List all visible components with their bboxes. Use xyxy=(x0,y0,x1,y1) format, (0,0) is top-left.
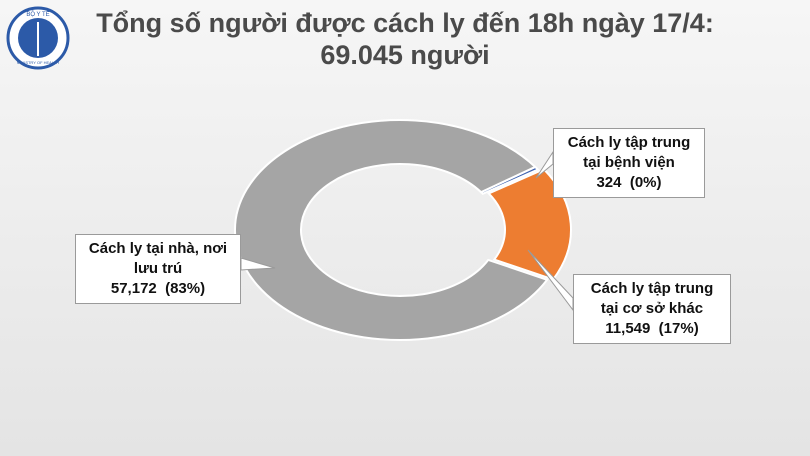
slice-label: Cách ly tập trung tại cơ sở khác xyxy=(590,280,718,317)
value-label: 324 (0%) xyxy=(596,174,662,191)
callout: Cách ly tập trung tại bệnh viện 324 (0%) xyxy=(553,128,705,198)
slice-label: Cách ly tập trung tại bệnh viện xyxy=(567,134,695,171)
donut-slice xyxy=(234,119,549,341)
callout: Cách ly tập trung tại cơ sở khác 11,549 (… xyxy=(573,274,731,344)
chart-subtitle: 69.045 người xyxy=(320,40,490,70)
callout-pointer xyxy=(240,257,276,271)
value-label: 57,172 (83%) xyxy=(110,280,206,297)
callout: Cách ly tại nhà, nơi lưu trú 57,172 (83%) xyxy=(75,234,241,304)
logo: BỘ Y TẾ MINISTRY OF HEALTH xyxy=(6,6,70,70)
logo-bottom: MINISTRY OF HEALTH xyxy=(17,60,59,65)
logo-top: BỘ Y TẾ xyxy=(26,11,49,18)
value-label: 11,549 (17%) xyxy=(605,320,699,337)
chart-title: Tổng số người được cách ly đến 18h ngày … xyxy=(96,8,714,38)
slice-label: Cách ly tại nhà, nơi lưu trú xyxy=(88,240,232,277)
